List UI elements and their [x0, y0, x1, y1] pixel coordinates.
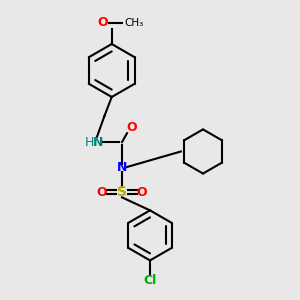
Text: O: O — [126, 121, 137, 134]
Text: CH₃: CH₃ — [124, 18, 143, 28]
Text: Cl: Cl — [143, 274, 157, 287]
Text: O: O — [137, 186, 147, 199]
Text: O: O — [97, 186, 107, 199]
Text: H: H — [84, 136, 94, 148]
Text: N: N — [93, 136, 104, 148]
Text: O: O — [98, 16, 108, 29]
Text: S: S — [117, 185, 127, 199]
Text: N: N — [117, 160, 127, 174]
